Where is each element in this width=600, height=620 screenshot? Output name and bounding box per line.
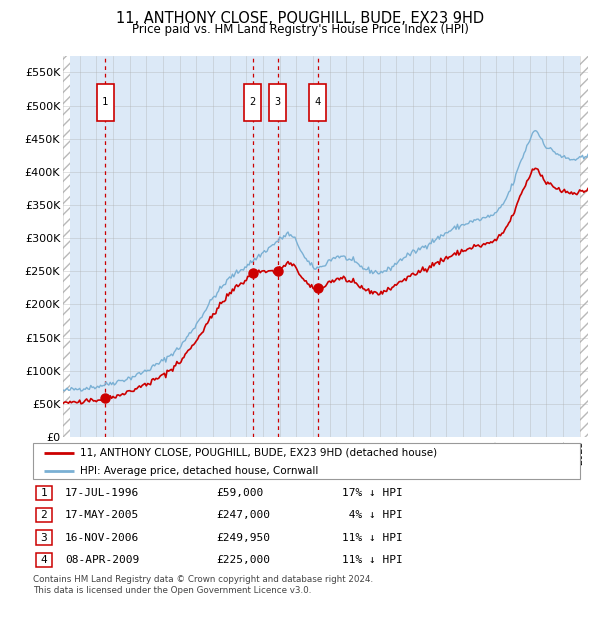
Text: 11, ANTHONY CLOSE, POUGHILL, BUDE, EX23 9HD (detached house): 11, ANTHONY CLOSE, POUGHILL, BUDE, EX23 …: [80, 448, 437, 458]
Text: 1: 1: [40, 488, 47, 498]
FancyBboxPatch shape: [309, 84, 326, 121]
Text: 2: 2: [250, 97, 256, 107]
Text: 4% ↓ HPI: 4% ↓ HPI: [342, 510, 403, 520]
Text: 17-MAY-2005: 17-MAY-2005: [65, 510, 139, 520]
Text: 11% ↓ HPI: 11% ↓ HPI: [342, 555, 403, 565]
Text: £247,000: £247,000: [216, 510, 270, 520]
FancyBboxPatch shape: [269, 84, 286, 121]
Text: £59,000: £59,000: [216, 488, 263, 498]
Text: 17-JUL-1996: 17-JUL-1996: [65, 488, 139, 498]
Text: 3: 3: [40, 533, 47, 542]
Text: 11% ↓ HPI: 11% ↓ HPI: [342, 533, 403, 542]
Text: 16-NOV-2006: 16-NOV-2006: [65, 533, 139, 542]
Text: 08-APR-2009: 08-APR-2009: [65, 555, 139, 565]
Text: 4: 4: [40, 555, 47, 565]
Text: 17% ↓ HPI: 17% ↓ HPI: [342, 488, 403, 498]
FancyBboxPatch shape: [244, 84, 261, 121]
Text: 11, ANTHONY CLOSE, POUGHILL, BUDE, EX23 9HD: 11, ANTHONY CLOSE, POUGHILL, BUDE, EX23 …: [116, 11, 484, 25]
Text: 1: 1: [102, 97, 109, 107]
FancyBboxPatch shape: [97, 84, 113, 121]
Text: HPI: Average price, detached house, Cornwall: HPI: Average price, detached house, Corn…: [80, 466, 318, 476]
Text: £249,950: £249,950: [216, 533, 270, 542]
Text: 2: 2: [40, 510, 47, 520]
Text: 4: 4: [314, 97, 320, 107]
Text: Price paid vs. HM Land Registry's House Price Index (HPI): Price paid vs. HM Land Registry's House …: [131, 23, 469, 36]
Text: 3: 3: [274, 97, 281, 107]
Text: Contains HM Land Registry data © Crown copyright and database right 2024.
This d: Contains HM Land Registry data © Crown c…: [33, 575, 373, 595]
Text: £225,000: £225,000: [216, 555, 270, 565]
